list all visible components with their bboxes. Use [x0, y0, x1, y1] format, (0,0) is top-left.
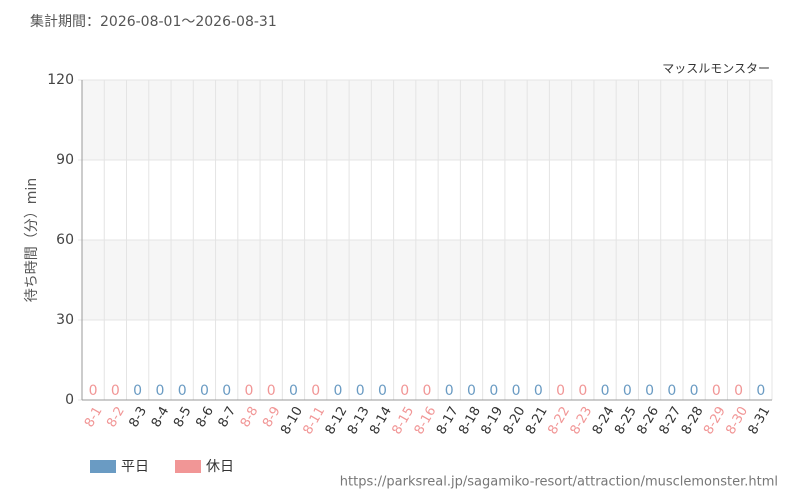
data-label: 0: [267, 383, 276, 399]
y-tick-label: 90: [56, 152, 74, 168]
x-tick-label: 8-21: [523, 404, 551, 437]
chart-subtitle: マッスルモンスター: [662, 62, 770, 76]
x-tick-label: 8-27: [657, 404, 685, 437]
x-tick-label: 8-6: [193, 404, 217, 430]
x-tick-label: 8-8: [238, 404, 262, 430]
x-tick-label: 8-14: [367, 404, 395, 437]
data-label: 0: [111, 383, 120, 399]
y-axis-label: 待ち時間（分）min: [24, 178, 40, 302]
data-label: 0: [89, 383, 98, 399]
x-tick-label: 8-2: [104, 404, 128, 430]
x-tick-label: 8-3: [127, 404, 151, 430]
y-tick-label: 120: [47, 72, 74, 88]
data-label: 0: [133, 383, 142, 399]
data-label: 0: [178, 383, 187, 399]
data-label: 0: [489, 383, 498, 399]
x-tick-label: 8-23: [568, 404, 596, 437]
data-label: 0: [734, 383, 743, 399]
x-tick-label: 8-13: [345, 404, 373, 437]
x-tick-label: 8-16: [412, 404, 440, 437]
x-tick-label: 8-7: [216, 404, 240, 430]
x-tick-label: 8-28: [679, 404, 707, 437]
data-label: 0: [400, 383, 409, 399]
data-label: 0: [667, 383, 676, 399]
x-tick-label: 8-24: [590, 404, 618, 437]
data-label: 0: [712, 383, 721, 399]
data-label: 0: [690, 383, 699, 399]
plot-band: [82, 80, 772, 160]
y-tick-label: 30: [56, 312, 74, 328]
y-tick-label: 0: [65, 392, 74, 408]
x-tick-label: 8-11: [300, 404, 328, 437]
data-label: 0: [378, 383, 387, 399]
x-tick-label: 8-22: [545, 404, 573, 437]
legend-swatch: [90, 460, 116, 473]
x-tick-label: 8-4: [149, 404, 173, 430]
legend-label: 平日: [121, 459, 149, 475]
data-label: 0: [311, 383, 320, 399]
data-label: 0: [534, 383, 543, 399]
x-tick-label: 8-25: [612, 404, 640, 437]
data-label: 0: [445, 383, 454, 399]
data-label: 0: [334, 383, 343, 399]
data-label: 0: [578, 383, 587, 399]
x-tick-label: 8-29: [701, 404, 729, 437]
data-label: 0: [467, 383, 476, 399]
x-tick-label: 8-1: [82, 404, 106, 430]
chart-title: 集計期間：2026-08-01～2026-08-31: [30, 13, 277, 30]
data-label: 0: [623, 383, 632, 399]
x-tick-label: 8-31: [746, 404, 774, 437]
x-tick-label: 8-5: [171, 404, 195, 430]
y-tick-label: 60: [56, 232, 74, 248]
data-label: 0: [244, 383, 253, 399]
data-label: 0: [601, 383, 610, 399]
data-label: 0: [645, 383, 654, 399]
x-tick-label: 8-26: [634, 404, 662, 437]
data-label: 0: [356, 383, 365, 399]
data-label: 0: [289, 383, 298, 399]
x-tick-label: 8-19: [479, 404, 507, 437]
x-tick-label: 8-15: [389, 404, 417, 437]
data-label: 0: [423, 383, 432, 399]
x-tick-label: 8-17: [434, 404, 462, 437]
x-tick-label: 8-30: [723, 404, 751, 437]
x-tick-label: 8-18: [456, 404, 484, 437]
data-label: 0: [512, 383, 521, 399]
plot-band: [82, 240, 772, 320]
data-label: 0: [222, 383, 231, 399]
data-label: 0: [155, 383, 164, 399]
legend-label: 休日: [206, 459, 234, 475]
legend-swatch: [175, 460, 201, 473]
x-tick-label: 8-10: [278, 404, 306, 437]
data-label: 0: [200, 383, 209, 399]
x-tick-label: 8-12: [323, 404, 351, 437]
x-tick-label: 8-20: [501, 404, 529, 437]
source-url: https://parksreal.jp/sagamiko-resort/att…: [340, 475, 778, 490]
data-label: 0: [756, 383, 765, 399]
data-label: 0: [556, 383, 565, 399]
